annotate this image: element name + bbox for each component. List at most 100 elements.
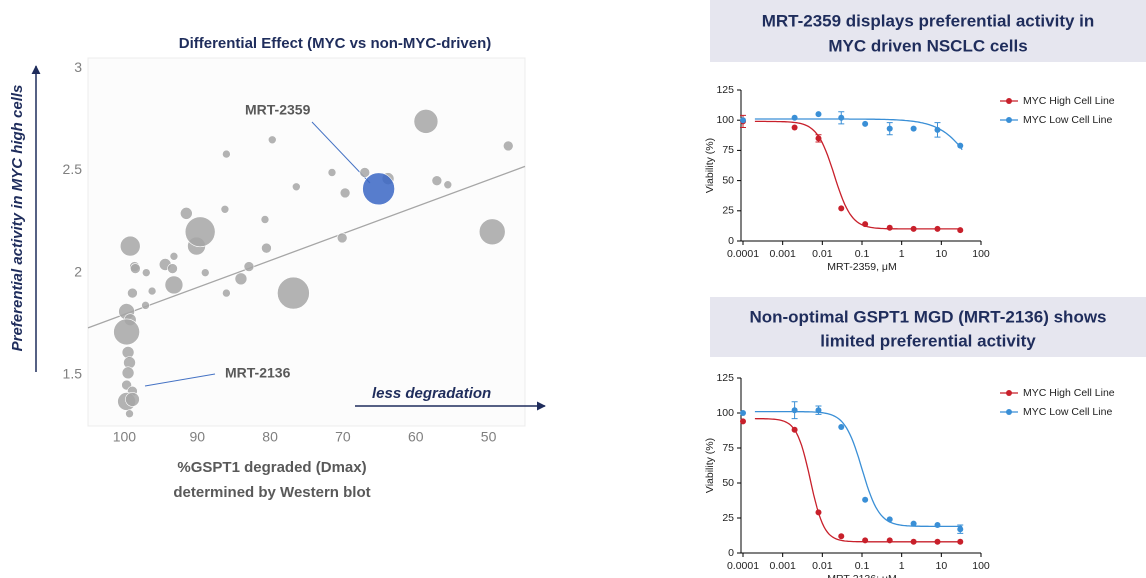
bubble <box>292 182 301 192</box>
bubble <box>336 232 348 244</box>
bubble <box>267 135 277 145</box>
bubble <box>141 268 151 277</box>
y-tick-label: 100 <box>716 114 734 126</box>
x-tick-label: 100 <box>113 429 137 445</box>
bubble <box>234 272 248 286</box>
bubble <box>222 149 231 159</box>
bubble <box>260 215 270 224</box>
y-tick-label: 125 <box>716 372 734 384</box>
fit-curve <box>754 417 963 543</box>
x-axis-label: %GSPT1 degraded (Dmax) <box>177 459 366 476</box>
bubble <box>169 252 179 261</box>
x-tick-label: 0.1 <box>855 560 870 572</box>
x-axis-label: MRT-2136; μM <box>827 573 896 578</box>
point <box>815 509 822 516</box>
point <box>740 117 746 124</box>
y-tick-label: 25 <box>722 512 734 524</box>
y-tick-label: 75 <box>722 442 734 454</box>
x-tick-label: 60 <box>408 429 424 445</box>
legend-dot <box>1006 390 1012 396</box>
bubble <box>121 366 135 380</box>
point <box>934 538 941 545</box>
point <box>957 227 964 234</box>
point <box>910 225 917 232</box>
bubble <box>502 140 514 152</box>
y-tick-label: 50 <box>722 477 734 489</box>
point <box>934 522 941 528</box>
bubble <box>125 409 134 419</box>
y-tick-label: 2 <box>74 263 82 279</box>
bubble <box>243 261 255 272</box>
bubble <box>164 275 184 295</box>
bubble <box>413 109 439 134</box>
x-tick-label: 1 <box>899 248 905 260</box>
plot-panel <box>87 57 526 427</box>
x-tick-label: 0.001 <box>770 560 796 572</box>
point <box>791 114 798 121</box>
y-tick-label: 25 <box>722 205 734 217</box>
bubble <box>339 187 351 199</box>
point <box>815 135 822 142</box>
x-tick-label: 0.0001 <box>727 248 759 260</box>
point <box>791 124 798 131</box>
point <box>740 418 746 425</box>
bubble <box>261 242 272 254</box>
bubble <box>180 207 193 220</box>
callout-line <box>144 373 216 387</box>
point <box>862 221 869 228</box>
point <box>862 537 869 544</box>
point <box>740 410 746 416</box>
point <box>886 537 893 544</box>
chart-title: Differential Effect (MYC vs non-MYC-driv… <box>179 35 492 52</box>
y-tick-label: 2.5 <box>63 161 83 177</box>
bubble <box>222 288 231 298</box>
y-tick-label: 0 <box>728 235 734 247</box>
x-axis-label: determined by Western blot <box>173 484 370 501</box>
point <box>910 520 917 527</box>
point <box>838 114 845 121</box>
y-tick-label: 0 <box>728 547 734 559</box>
bubble <box>127 287 138 299</box>
chart-title: MRT-2359 displays preferential activity … <box>762 11 1095 30</box>
x-tick-label: 90 <box>189 429 205 445</box>
y-tick-label: 3 <box>74 59 82 75</box>
fit-curve <box>754 410 963 528</box>
bubble <box>443 180 453 190</box>
bubble <box>200 268 210 277</box>
y-tick-label: 1.5 <box>63 366 83 382</box>
bubble <box>147 286 157 296</box>
x-tick-label: 0.001 <box>770 248 796 260</box>
point <box>838 533 845 540</box>
y-axis-label: Viability (%) <box>704 138 716 193</box>
x-tick-label: 70 <box>335 429 351 445</box>
x-tick-label: 0.01 <box>812 560 833 572</box>
x-axis-label: MRT-2359, μM <box>827 261 896 273</box>
bubble <box>184 216 216 248</box>
point <box>791 426 798 433</box>
point <box>862 120 869 127</box>
legend-dot <box>1006 409 1012 415</box>
bubble <box>125 392 140 407</box>
chart-title: limited preferential activity <box>820 331 1036 350</box>
trendline <box>87 165 526 329</box>
x-tick-label: 10 <box>935 560 947 572</box>
legend-label: MYC High Cell Line <box>1023 95 1115 107</box>
x-tick-label: 0.01 <box>812 248 833 260</box>
point <box>886 516 893 523</box>
x-tick-label: 50 <box>481 429 497 445</box>
chart-title: Non-optimal GSPT1 MGD (MRT-2136) shows <box>749 307 1106 326</box>
annotation: MRT-2359 <box>245 102 311 118</box>
point <box>957 142 964 149</box>
bubble <box>220 204 230 214</box>
bubble <box>119 235 141 257</box>
x-tick-label: 0.0001 <box>727 560 759 572</box>
legend-dot <box>1006 98 1012 104</box>
bubble <box>113 318 140 346</box>
point <box>886 224 893 231</box>
annotation: MRT-2136 <box>225 365 291 381</box>
y-axis-label: Preferential activity in MYC high cells <box>9 85 26 352</box>
point <box>886 125 893 132</box>
legend-label: MYC High Cell Line <box>1023 387 1115 399</box>
